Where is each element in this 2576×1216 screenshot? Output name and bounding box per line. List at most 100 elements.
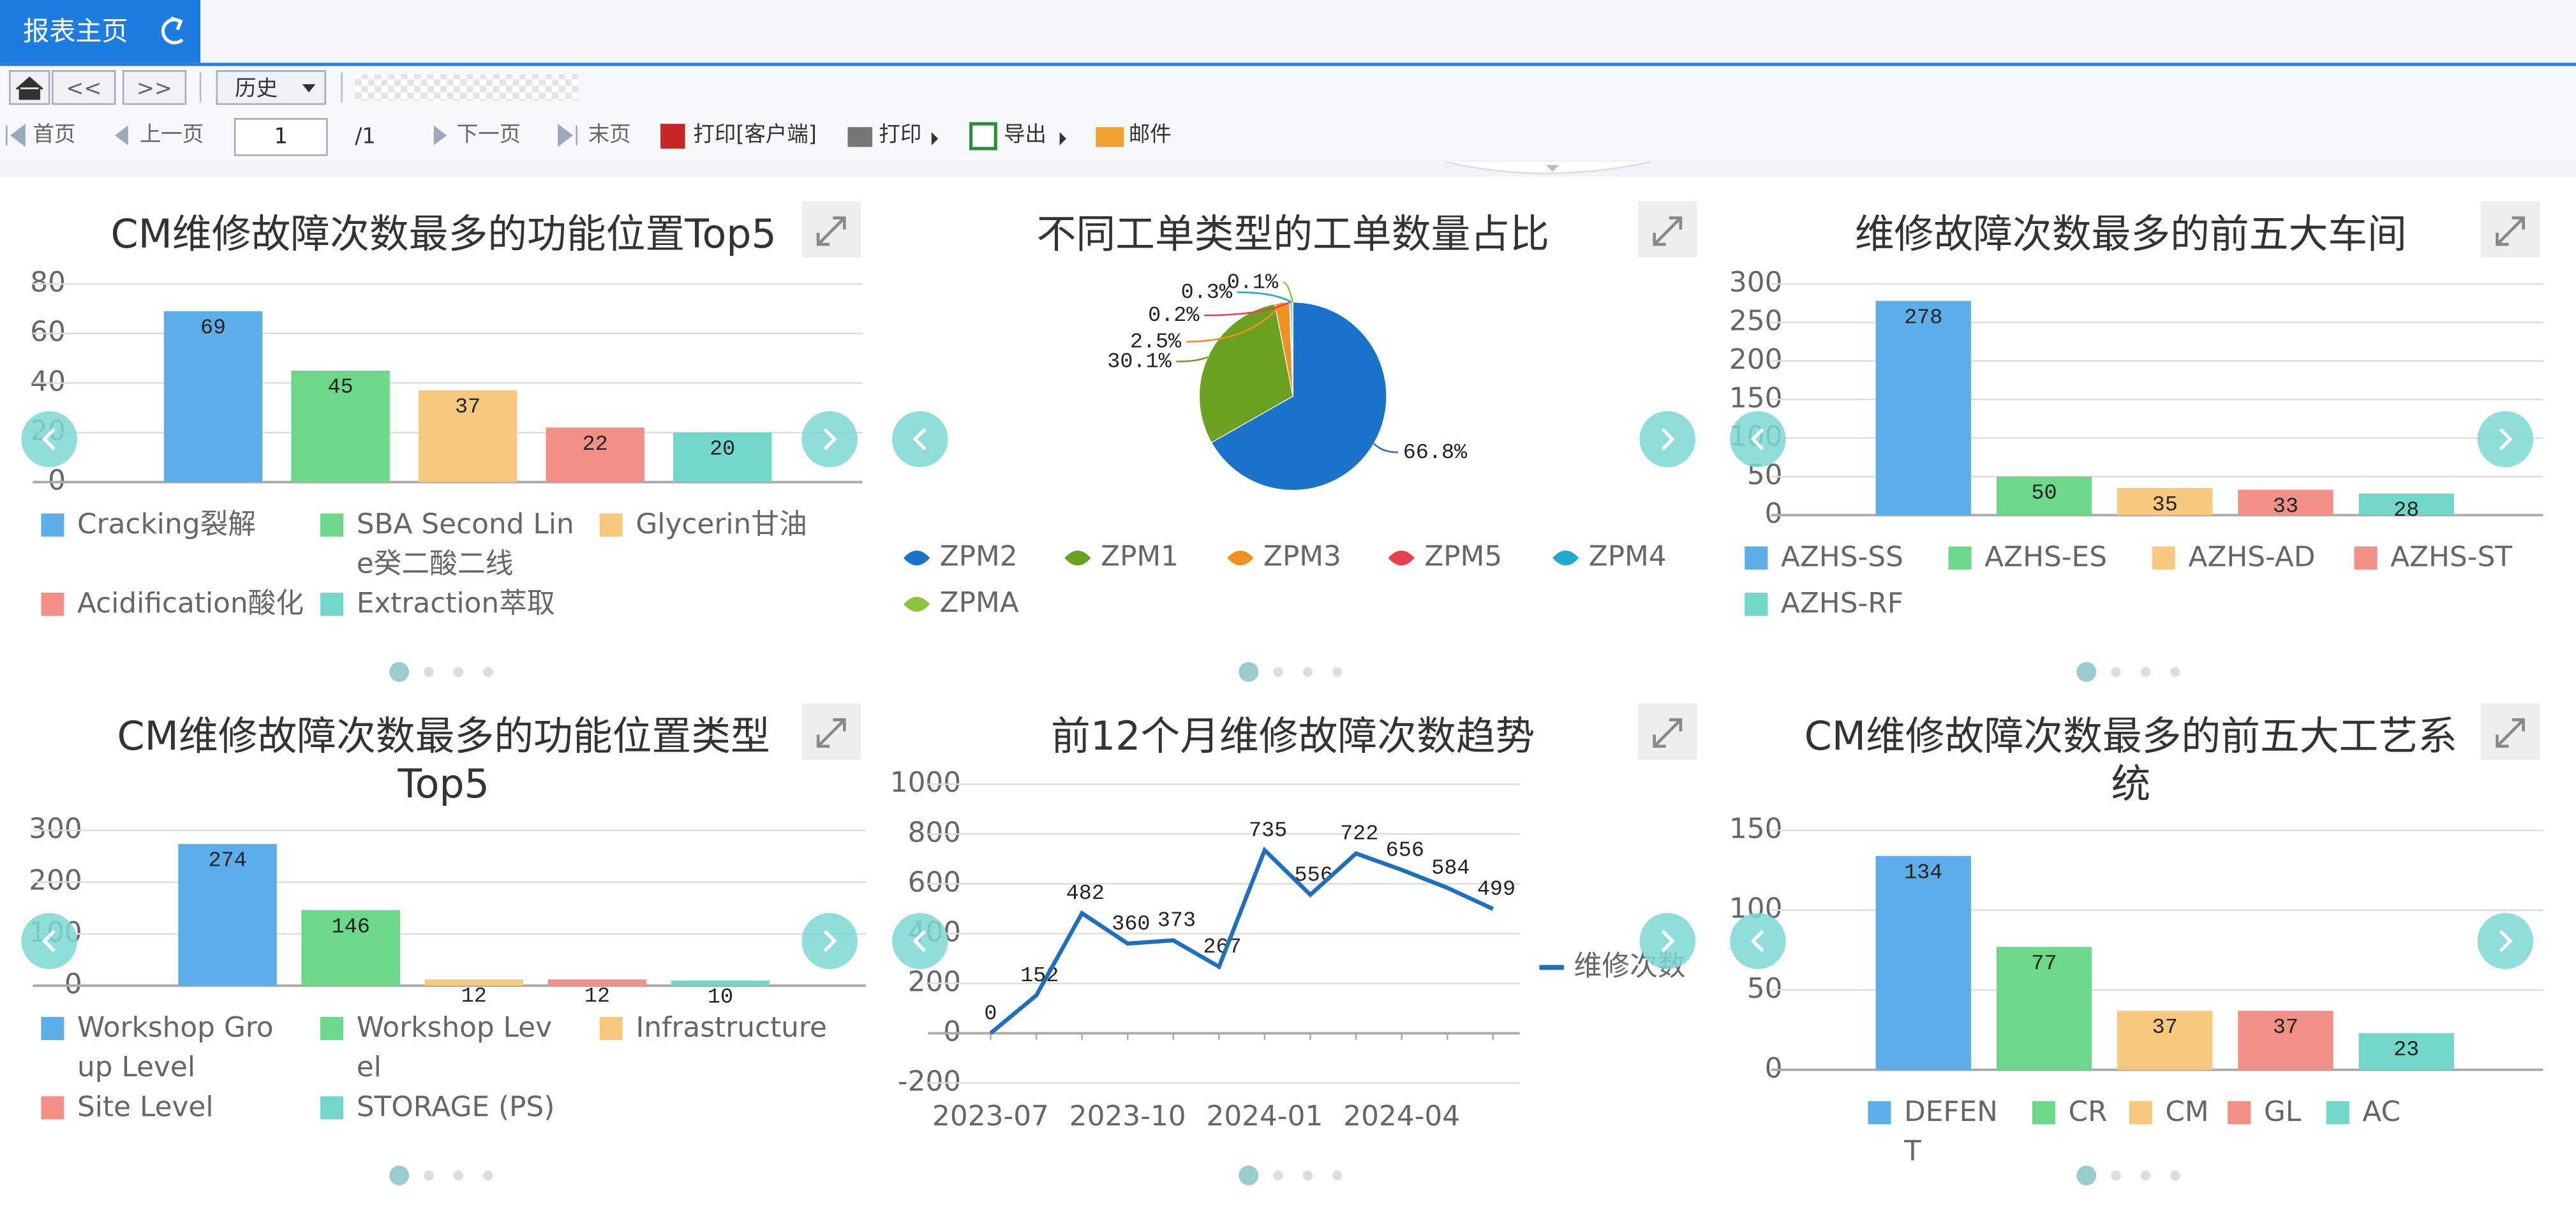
nav-label[interactable]: <<: [66, 75, 101, 100]
legend-label-box: CM: [2165, 1096, 2208, 1129]
pager-last[interactable]: 末页: [588, 122, 631, 147]
carousel-arrow[interactable]: [2477, 913, 2534, 970]
data-label: 373: [1158, 909, 1196, 933]
export-icon[interactable]: [969, 122, 997, 151]
legend-label-box: AZHS-RF: [1781, 588, 1903, 621]
legend-swatch: [1388, 551, 1415, 566]
y-tick-label: 800: [908, 816, 962, 849]
carousel-arrow[interactable]: [1639, 913, 1696, 970]
carousel-chevron: [823, 427, 837, 450]
pager-dot[interactable]: [2111, 667, 2121, 677]
pager-bar: [0, 110, 2576, 161]
carousel-arrow[interactable]: [801, 913, 858, 970]
pager-dot[interactable]: [1302, 667, 1313, 677]
pager-dot[interactable]: [1273, 667, 1283, 677]
legend-swatch: [2354, 546, 2378, 570]
last-icon[interactable]: [558, 124, 577, 147]
nav-button[interactable]: [122, 70, 187, 105]
next-icon[interactable]: [433, 125, 447, 145]
legend-label: ZPM2: [940, 540, 1018, 573]
pager-dot[interactable]: [1332, 667, 1343, 677]
pager-dot[interactable]: [389, 1165, 410, 1186]
data-label: 584: [1431, 856, 1470, 880]
leader-line: [1237, 291, 1292, 303]
pager-dot[interactable]: [482, 667, 493, 677]
history-label[interactable]: 历史: [235, 75, 278, 100]
action-export[interactable]: 导出: [1004, 122, 1046, 147]
prev-icon[interactable]: [115, 125, 128, 145]
action-mail[interactable]: 邮件: [1129, 122, 1172, 147]
mail-icon[interactable]: [1096, 127, 1124, 147]
print-client-icon[interactable]: [660, 124, 685, 149]
pager-dot[interactable]: [1239, 1165, 1259, 1186]
legend-label-box: Workshop Group Level: [77, 1012, 274, 1085]
action-print-client[interactable]: 打印[客户端]: [693, 122, 816, 147]
pager-dot[interactable]: [2076, 662, 2097, 682]
bar: [2238, 1011, 2334, 1070]
bar: [418, 390, 517, 482]
legend-label-box: STORAGE (PS): [357, 1092, 555, 1125]
action-print[interactable]: 打印: [879, 122, 921, 147]
bar: [547, 979, 647, 986]
pager-dot[interactable]: [2170, 667, 2180, 677]
pager-dot[interactable]: [2140, 667, 2151, 677]
y-tick-label: 1000: [890, 766, 961, 799]
pager-dot[interactable]: [1273, 1170, 1283, 1181]
page-input[interactable]: [234, 118, 328, 156]
pager-prev[interactable]: 上一页: [140, 122, 204, 147]
carousel-arrow[interactable]: [2477, 411, 2534, 468]
refresh-icon[interactable]: [161, 17, 184, 45]
tab[interactable]: [0, 0, 201, 63]
x-tick-label: 2023-07: [932, 1100, 1049, 1132]
leader-line: [1176, 356, 1209, 363]
pager-dot[interactable]: [424, 1170, 434, 1181]
carousel-arrow[interactable]: [892, 411, 948, 468]
dropdown-arrow[interactable]: [931, 132, 939, 145]
pager-dot[interactable]: [2076, 1165, 2097, 1186]
carousel-chevron: [41, 930, 56, 953]
print-icon[interactable]: [847, 127, 873, 147]
legend-label: ZPM1: [1101, 540, 1179, 573]
chart-title-box: CM维修故障次数最多的功能位置Top5: [110, 211, 776, 257]
home-icon[interactable]: [15, 76, 43, 100]
legend-label-box: AZHS-ST: [2390, 542, 2512, 575]
pager-dot[interactable]: [453, 1170, 464, 1181]
legend-swatch: [1227, 551, 1254, 566]
tab-label[interactable]: 报表主页: [23, 16, 128, 47]
dropdown-arrow[interactable]: [302, 84, 316, 93]
nav-button[interactable]: [52, 70, 116, 105]
divider: [0, 160, 2576, 177]
pager-next[interactable]: 下一页: [457, 122, 521, 147]
pager-dot[interactable]: [482, 1170, 493, 1181]
data-label: 37: [2152, 1016, 2178, 1040]
pager-dot[interactable]: [389, 662, 410, 682]
legend-label: CR: [2068, 1096, 2108, 1130]
dropdown-arrow[interactable]: [1059, 132, 1066, 145]
pager-dot[interactable]: [1332, 1170, 1343, 1181]
pager-dot[interactable]: [1239, 662, 1259, 682]
carousel-arrow[interactable]: [892, 913, 948, 970]
legend-swatch: [2129, 1101, 2152, 1125]
pager-dot[interactable]: [1302, 1170, 1313, 1181]
nav-label[interactable]: >>: [137, 75, 172, 100]
legend-swatch: [1948, 546, 1972, 570]
carousel-arrow[interactable]: [1730, 913, 1786, 970]
carousel-arrow[interactable]: [1730, 411, 1786, 468]
legend-label-box: AZHS-SS: [1781, 542, 1903, 575]
page-number[interactable]: 1: [274, 123, 288, 148]
first-icon[interactable]: [6, 124, 26, 147]
pager-dot[interactable]: [2170, 1170, 2180, 1181]
carousel-arrow[interactable]: [21, 913, 78, 970]
pager-dot[interactable]: [453, 667, 464, 677]
bar: [2117, 1011, 2213, 1070]
collapse-arrow[interactable]: [1545, 165, 1560, 172]
carousel-arrow[interactable]: [801, 411, 858, 468]
pager-first[interactable]: 首页: [33, 122, 75, 147]
legend-label-box: Site Level: [77, 1092, 213, 1125]
pager-dot[interactable]: [424, 667, 434, 677]
pager-dot[interactable]: [2111, 1170, 2121, 1181]
pager-dot[interactable]: [2140, 1170, 2151, 1181]
carousel-arrow[interactable]: [1639, 411, 1696, 468]
carousel-arrow[interactable]: [21, 411, 78, 468]
